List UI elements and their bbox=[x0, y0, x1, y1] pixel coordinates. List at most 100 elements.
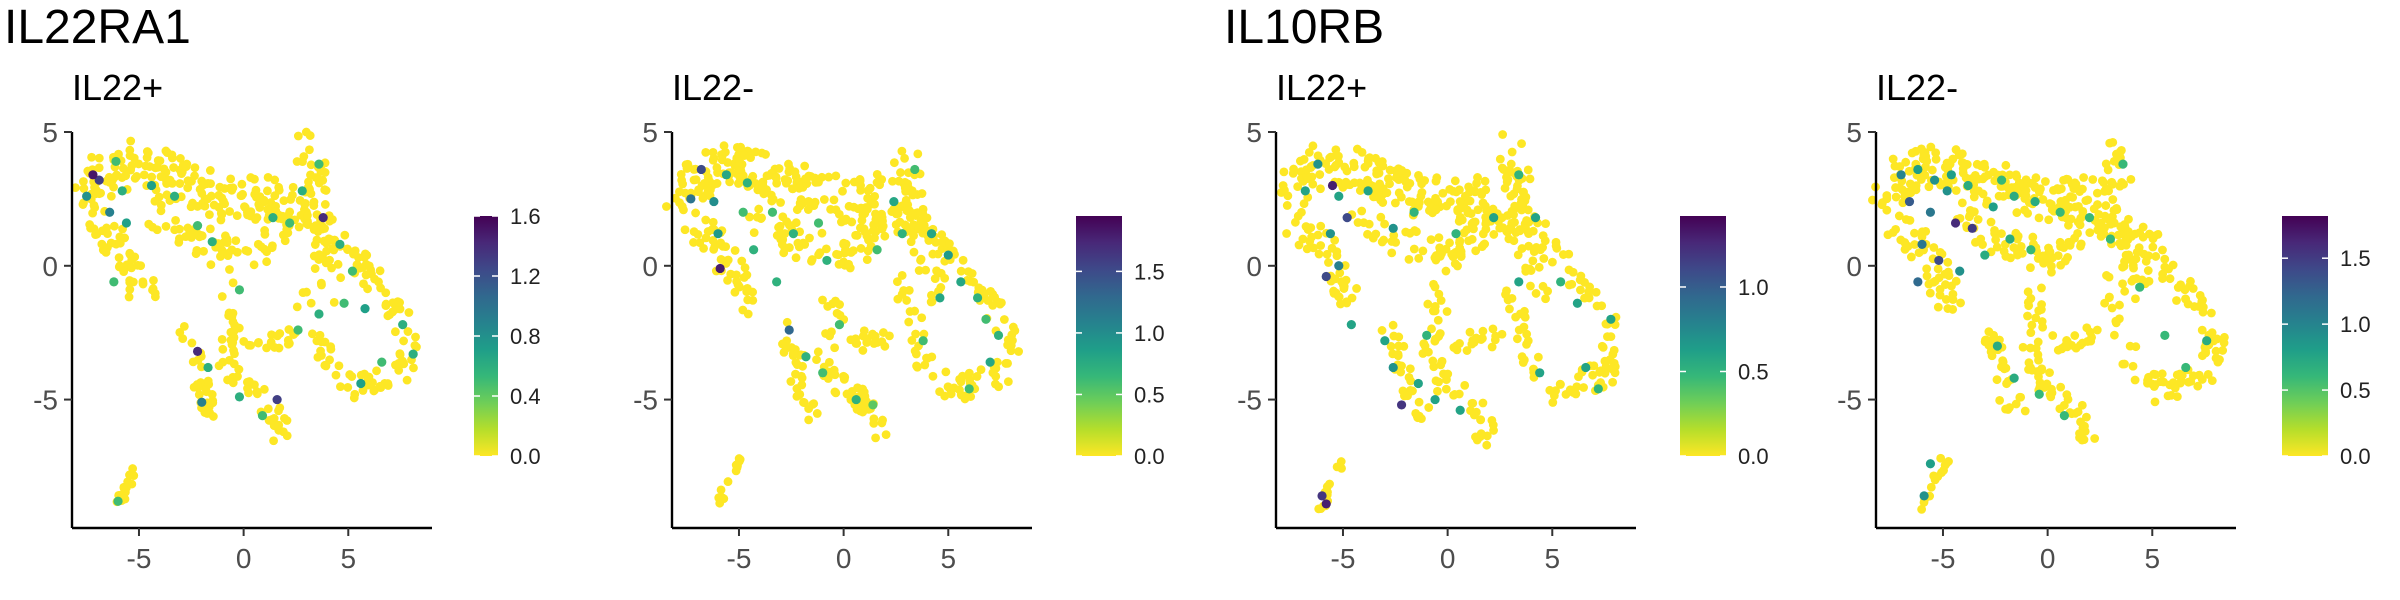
cell-point bbox=[908, 190, 918, 200]
cell-point bbox=[1995, 396, 2005, 405]
cell-point bbox=[803, 205, 813, 214]
cell-point bbox=[1471, 246, 1481, 256]
cell-point bbox=[252, 213, 262, 222]
cell-point bbox=[792, 360, 802, 369]
cell-point bbox=[1324, 258, 1333, 267]
cell-point bbox=[1325, 479, 1334, 489]
expression-point bbox=[1919, 491, 1929, 501]
expression-point bbox=[297, 186, 307, 196]
expression-point bbox=[872, 245, 882, 255]
cell-point bbox=[862, 204, 872, 214]
cell-point bbox=[2073, 217, 2083, 227]
cell-point bbox=[2144, 251, 2153, 261]
cell-point bbox=[991, 379, 1000, 389]
x-tick-label: 0 bbox=[2040, 543, 2056, 574]
cell-point bbox=[2197, 351, 2207, 361]
cell-point bbox=[927, 297, 937, 307]
cell-point bbox=[1931, 148, 1941, 158]
cell-point bbox=[1334, 291, 1343, 301]
cell-point bbox=[252, 389, 262, 399]
cell-point bbox=[2213, 357, 2223, 367]
cell-point bbox=[1456, 249, 1466, 259]
cell-point bbox=[1341, 177, 1351, 187]
cell-point bbox=[1480, 176, 1490, 186]
cell-point bbox=[800, 161, 810, 171]
cell-point bbox=[1525, 174, 1535, 184]
expression-point bbox=[113, 496, 123, 506]
cell-point bbox=[119, 267, 129, 277]
cell-point bbox=[2131, 342, 2141, 352]
cell-point bbox=[735, 282, 744, 292]
panel-title-il22ra1-il22pos: IL22+ bbox=[72, 67, 164, 108]
cell-point bbox=[2130, 375, 2140, 385]
cell-point bbox=[1891, 192, 1901, 202]
cell-point bbox=[1518, 198, 1527, 208]
cell-point bbox=[325, 255, 334, 265]
y-tick-label: 5 bbox=[1246, 117, 1262, 148]
cell-point bbox=[2083, 337, 2092, 346]
cell-point bbox=[2157, 369, 2167, 379]
cell-point bbox=[1330, 235, 1340, 245]
cell-point bbox=[176, 154, 185, 163]
cell-point bbox=[1415, 174, 1425, 184]
cell-point bbox=[2212, 334, 2222, 344]
colorbar bbox=[1680, 216, 1726, 456]
cell-point bbox=[1416, 191, 1426, 201]
cell-point bbox=[2220, 332, 2229, 342]
cell-point bbox=[1450, 259, 1460, 269]
cell-point bbox=[2109, 330, 2119, 340]
cell-point bbox=[1443, 369, 1453, 379]
cell-point bbox=[1948, 305, 1958, 314]
cell-point bbox=[1991, 235, 2001, 245]
cell-point bbox=[1371, 229, 1381, 239]
expression-point bbox=[788, 229, 798, 239]
cell-point bbox=[1539, 254, 1549, 263]
expression-point bbox=[749, 245, 759, 255]
cell-point bbox=[1387, 248, 1397, 258]
cell-point bbox=[2106, 219, 2116, 229]
cell-point bbox=[1376, 212, 1386, 222]
x-tick-label: -5 bbox=[127, 543, 152, 574]
y-tick-label: -5 bbox=[1837, 385, 1862, 416]
expression-point bbox=[1572, 298, 1582, 308]
cell-cloud bbox=[1868, 137, 2229, 514]
cell-point bbox=[907, 336, 917, 345]
cell-point bbox=[383, 311, 393, 321]
expression-point bbox=[1396, 400, 1407, 410]
cell-point bbox=[1901, 157, 1911, 167]
cell-point bbox=[114, 253, 124, 262]
cell-point bbox=[360, 252, 369, 262]
cell-point bbox=[227, 336, 237, 346]
cell-point bbox=[243, 384, 252, 393]
cell-point bbox=[198, 180, 208, 190]
cell-point bbox=[782, 317, 792, 327]
cell-point bbox=[2073, 407, 2083, 417]
cell-point bbox=[161, 146, 171, 156]
cell-point bbox=[1512, 334, 1522, 344]
scatter-panel: 5 0 -5 -5 0 5 0.0 0.4 0.8 1.2 1.6 bbox=[33, 117, 541, 574]
cell-point bbox=[178, 334, 188, 344]
expression-point bbox=[1955, 266, 1965, 276]
cell-point bbox=[148, 222, 157, 232]
cell-point bbox=[1538, 281, 1548, 291]
cell-point bbox=[1556, 380, 1565, 389]
cell-point bbox=[147, 172, 157, 182]
cell-point bbox=[275, 403, 285, 413]
cell-point bbox=[1983, 170, 1993, 180]
cell-point bbox=[1433, 315, 1443, 325]
colorbar-label: 0.0 bbox=[510, 444, 541, 469]
cell-point bbox=[1606, 332, 1616, 342]
cell-point bbox=[1930, 276, 1940, 286]
cell-point bbox=[799, 397, 808, 407]
cell-point bbox=[1393, 349, 1403, 359]
cell-point bbox=[121, 171, 131, 181]
y-tick-label: 0 bbox=[1846, 251, 1862, 282]
cell-point bbox=[910, 306, 920, 316]
expression-point bbox=[117, 186, 127, 196]
cell-point bbox=[1971, 237, 1980, 247]
cell-point bbox=[797, 380, 807, 390]
cell-point bbox=[777, 229, 787, 238]
cell-point bbox=[1943, 267, 1953, 277]
cell-point bbox=[1010, 326, 1020, 336]
cell-point bbox=[956, 266, 966, 276]
